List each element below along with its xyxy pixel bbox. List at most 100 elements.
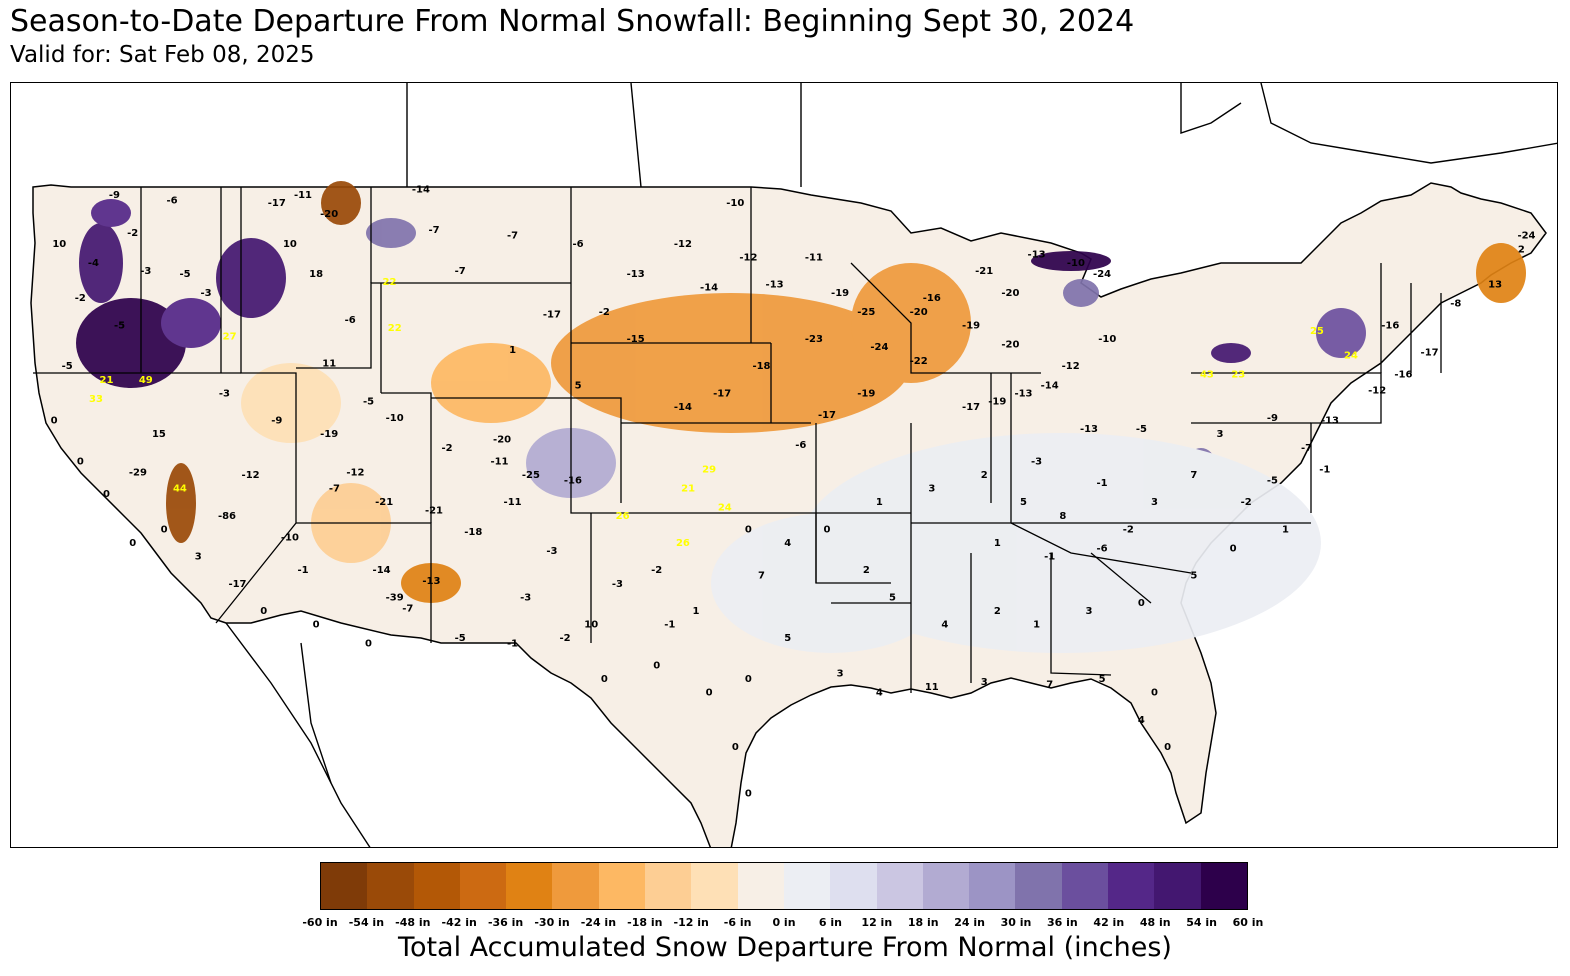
- station-value: -39: [386, 592, 404, 603]
- station-value: -20: [1001, 288, 1019, 299]
- colorbar-swatch: [506, 863, 553, 909]
- station-value: 3: [928, 484, 935, 495]
- colorbar-tick: -24 in: [580, 916, 617, 929]
- colorbar-swatch: [783, 863, 831, 909]
- station-value: -11: [805, 252, 823, 263]
- station-value: 4: [784, 538, 791, 549]
- station-value: -25: [857, 307, 875, 318]
- station-value: 33: [89, 394, 103, 405]
- station-value: -25: [522, 470, 540, 481]
- station-value: -5: [455, 633, 466, 644]
- station-value: -5: [62, 361, 73, 372]
- station-value: 0: [161, 524, 168, 535]
- map-title: Season-to-Date Departure From Normal Sno…: [10, 4, 1135, 39]
- colorbar-swatch: [645, 863, 692, 909]
- station-value: 5: [784, 633, 791, 644]
- station-value: 11: [925, 682, 939, 693]
- station-value: -6: [573, 239, 584, 250]
- station-value: 26: [676, 538, 690, 549]
- station-value: -24: [1517, 231, 1535, 242]
- station-value: 1: [876, 497, 883, 508]
- station-value: 2: [994, 606, 1001, 617]
- colorbar-swatch: [876, 863, 923, 909]
- station-value: 24: [1344, 350, 1358, 361]
- station-value: 27: [223, 331, 237, 342]
- colorbar-swatch: [1061, 863, 1109, 909]
- colorbar-tick: -6 in: [723, 916, 752, 929]
- station-value: -14: [412, 184, 430, 195]
- station-value: -10: [726, 198, 744, 209]
- station-value: -23: [805, 334, 823, 345]
- station-value: -16: [564, 476, 582, 487]
- station-value: -2: [1241, 497, 1252, 508]
- station-value: 0: [1138, 598, 1145, 609]
- station-value: 0: [706, 688, 713, 699]
- station-value: -19: [988, 397, 1006, 408]
- station-value: -17: [962, 402, 980, 413]
- station-value: -5: [180, 269, 191, 280]
- station-value: -16: [1394, 369, 1412, 380]
- colorbar-swatch: [413, 863, 460, 909]
- station-value: 1: [509, 345, 516, 356]
- station-value: -1: [664, 620, 675, 631]
- station-value: 24: [718, 503, 732, 514]
- colorbar-swatch: [969, 863, 1016, 909]
- station-value: -14: [700, 282, 718, 293]
- station-value: 0: [1230, 544, 1237, 555]
- colorbar-swatch: [321, 863, 368, 909]
- station-value: -22: [910, 356, 928, 367]
- station-value: 1: [1282, 524, 1289, 535]
- station-value: 4: [1138, 715, 1145, 726]
- station-value: -1: [1097, 478, 1108, 489]
- station-value: -7: [455, 266, 466, 277]
- station-value: -5: [363, 397, 374, 408]
- station-value: -8: [1450, 299, 1461, 310]
- station-value: -19: [857, 388, 875, 399]
- station-value: -18: [464, 527, 482, 538]
- station-value: 21: [100, 375, 114, 386]
- station-value: 2: [863, 565, 870, 576]
- station-value: -14: [1041, 380, 1059, 391]
- station-value: -3: [1031, 456, 1042, 467]
- station-value: -2: [599, 307, 610, 318]
- station-value: 3: [837, 669, 844, 680]
- station-value: 0: [365, 639, 372, 650]
- station-value: -9: [271, 416, 282, 427]
- station-value: -2: [1123, 524, 1134, 535]
- station-value: -1: [297, 565, 308, 576]
- state-borders: [33, 187, 1442, 693]
- colorbar-swatch: [737, 863, 784, 909]
- station-value: -16: [923, 293, 941, 304]
- colorbar-tick: 0 in: [772, 916, 796, 929]
- station-value: -20: [320, 209, 338, 220]
- map-panel[interactable]: 10 -9 -6 -2 -4 -3 -5 -3 -2 -5 27 -5 21 49 33 15 -29 44 -86…: [10, 82, 1558, 848]
- colorbar-swatch: [1015, 863, 1062, 909]
- station-value: 7: [1046, 680, 1053, 691]
- station-value: -20: [910, 307, 928, 318]
- station-value: 22: [388, 323, 402, 334]
- station-value: -1: [1044, 552, 1055, 563]
- station-value: 3: [1151, 497, 1158, 508]
- colorbar-swatch: [598, 863, 646, 909]
- station-value: -6: [795, 440, 806, 451]
- station-value: -11: [294, 190, 312, 201]
- station-value: -21: [425, 505, 443, 516]
- colorbar-tick: 12 in: [861, 916, 893, 929]
- station-value: 4: [876, 688, 883, 699]
- station-value: -7: [428, 225, 439, 236]
- station-value: -20: [493, 435, 511, 446]
- station-value: -17: [268, 198, 286, 209]
- station-value: -4: [88, 258, 99, 269]
- station-value: -2: [559, 633, 570, 644]
- station-value: 3: [1086, 606, 1093, 617]
- station-value: 5: [1020, 497, 1027, 508]
- colorbar-swatch: [1200, 863, 1247, 909]
- station-value: -21: [975, 266, 993, 277]
- station-value: 0: [1164, 742, 1171, 753]
- station-value: 0: [103, 489, 110, 500]
- station-value: -3: [546, 546, 557, 557]
- station-value: -7: [507, 231, 518, 242]
- station-value: 5: [1099, 674, 1106, 685]
- station-value: 0: [824, 524, 831, 535]
- station-value: 11: [322, 359, 336, 370]
